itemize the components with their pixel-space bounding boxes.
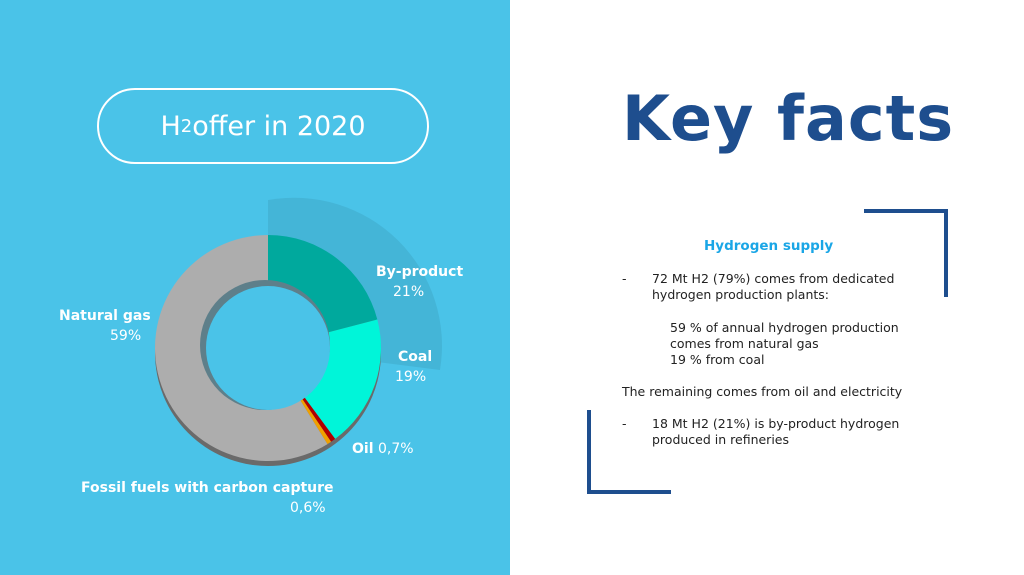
bullet-dash: - [622, 271, 627, 286]
sub-line2: comes from natural gas [670, 336, 819, 351]
bullet2-line2: produced in refineries [652, 432, 789, 447]
remaining-text: The remaining comes from oil and electri… [622, 384, 903, 399]
value-coal: 19% [395, 369, 427, 385]
value-ccs: 0,6% [290, 500, 326, 516]
value-by-product: 21% [393, 284, 425, 300]
bullet1-line1: 72 Mt H2 (79%) comes from dedicated [652, 271, 895, 286]
sub-line1: 59 % of annual hydrogen production [670, 320, 899, 335]
label-oil: Oil [352, 441, 374, 457]
value-oil: 0,7% [378, 441, 414, 457]
value-natural-gas: 59% [110, 328, 142, 344]
bullet1-line2: hydrogen production plants: [652, 287, 829, 302]
label-by-product: By-product [376, 264, 464, 280]
section-subtitle: Hydrogen supply [704, 238, 834, 254]
page-title: Key facts [622, 82, 955, 155]
bracket-top-right [864, 209, 948, 297]
title-subscript: 2 [180, 115, 193, 137]
donut-hole [206, 286, 330, 410]
label-ccs: Fossil fuels with carbon capture [81, 480, 334, 496]
bullet2-line1: 18 Mt H2 (21%) is by-product hydrogen [652, 416, 900, 431]
title-text: H [160, 110, 181, 142]
title-text-rest: offer in 2020 [192, 110, 366, 142]
bullet-dash: - [622, 416, 627, 431]
donut-chart [154, 197, 443, 466]
label-coal: Coal [398, 349, 433, 365]
bracket-bottom-left [587, 410, 671, 494]
sub-line3: 19 % from coal [670, 352, 765, 367]
label-natural-gas: Natural gas [59, 308, 151, 324]
